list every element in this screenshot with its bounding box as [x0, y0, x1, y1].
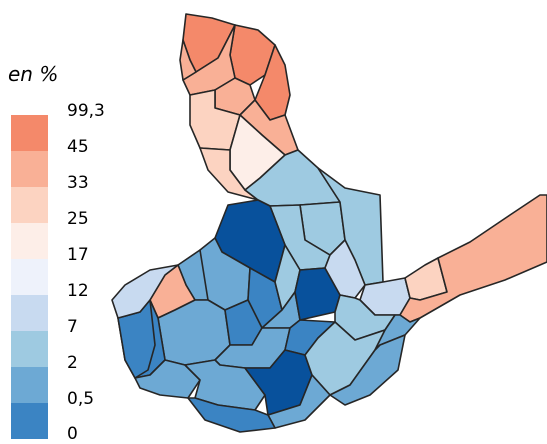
legend-swatch-3 — [11, 187, 48, 223]
legend-break-label: 0,5 — [67, 389, 95, 409]
legend-swatch-4 — [11, 223, 48, 259]
legend-swatch-5 — [11, 259, 48, 295]
legend-swatch-1 — [11, 115, 48, 151]
district[interactable] — [111, 264, 179, 319]
legend-break-label: 0 — [67, 424, 78, 444]
legend-break-label: 17 — [67, 245, 89, 265]
legend-break-label: 33 — [67, 173, 89, 193]
legend-break-label: 45 — [67, 137, 89, 157]
district[interactable] — [179, 39, 197, 81]
district[interactable] — [399, 194, 547, 323]
legend-swatch-6 — [11, 295, 48, 331]
legend-break-label: 7 — [67, 317, 78, 337]
legend-swatch-2 — [11, 151, 48, 187]
legend-swatch-9 — [11, 403, 48, 439]
legend-swatch-7 — [11, 331, 48, 367]
district[interactable] — [329, 334, 406, 406]
legend-break-label: 12 — [67, 281, 89, 301]
district[interactable] — [187, 397, 276, 433]
legend-break-label: 99,3 — [67, 101, 105, 121]
legend-break-label: 25 — [67, 209, 89, 229]
legend-title: en % — [8, 62, 59, 86]
legend-break-label: 2 — [67, 353, 78, 373]
legend-swatch-8 — [11, 367, 48, 403]
